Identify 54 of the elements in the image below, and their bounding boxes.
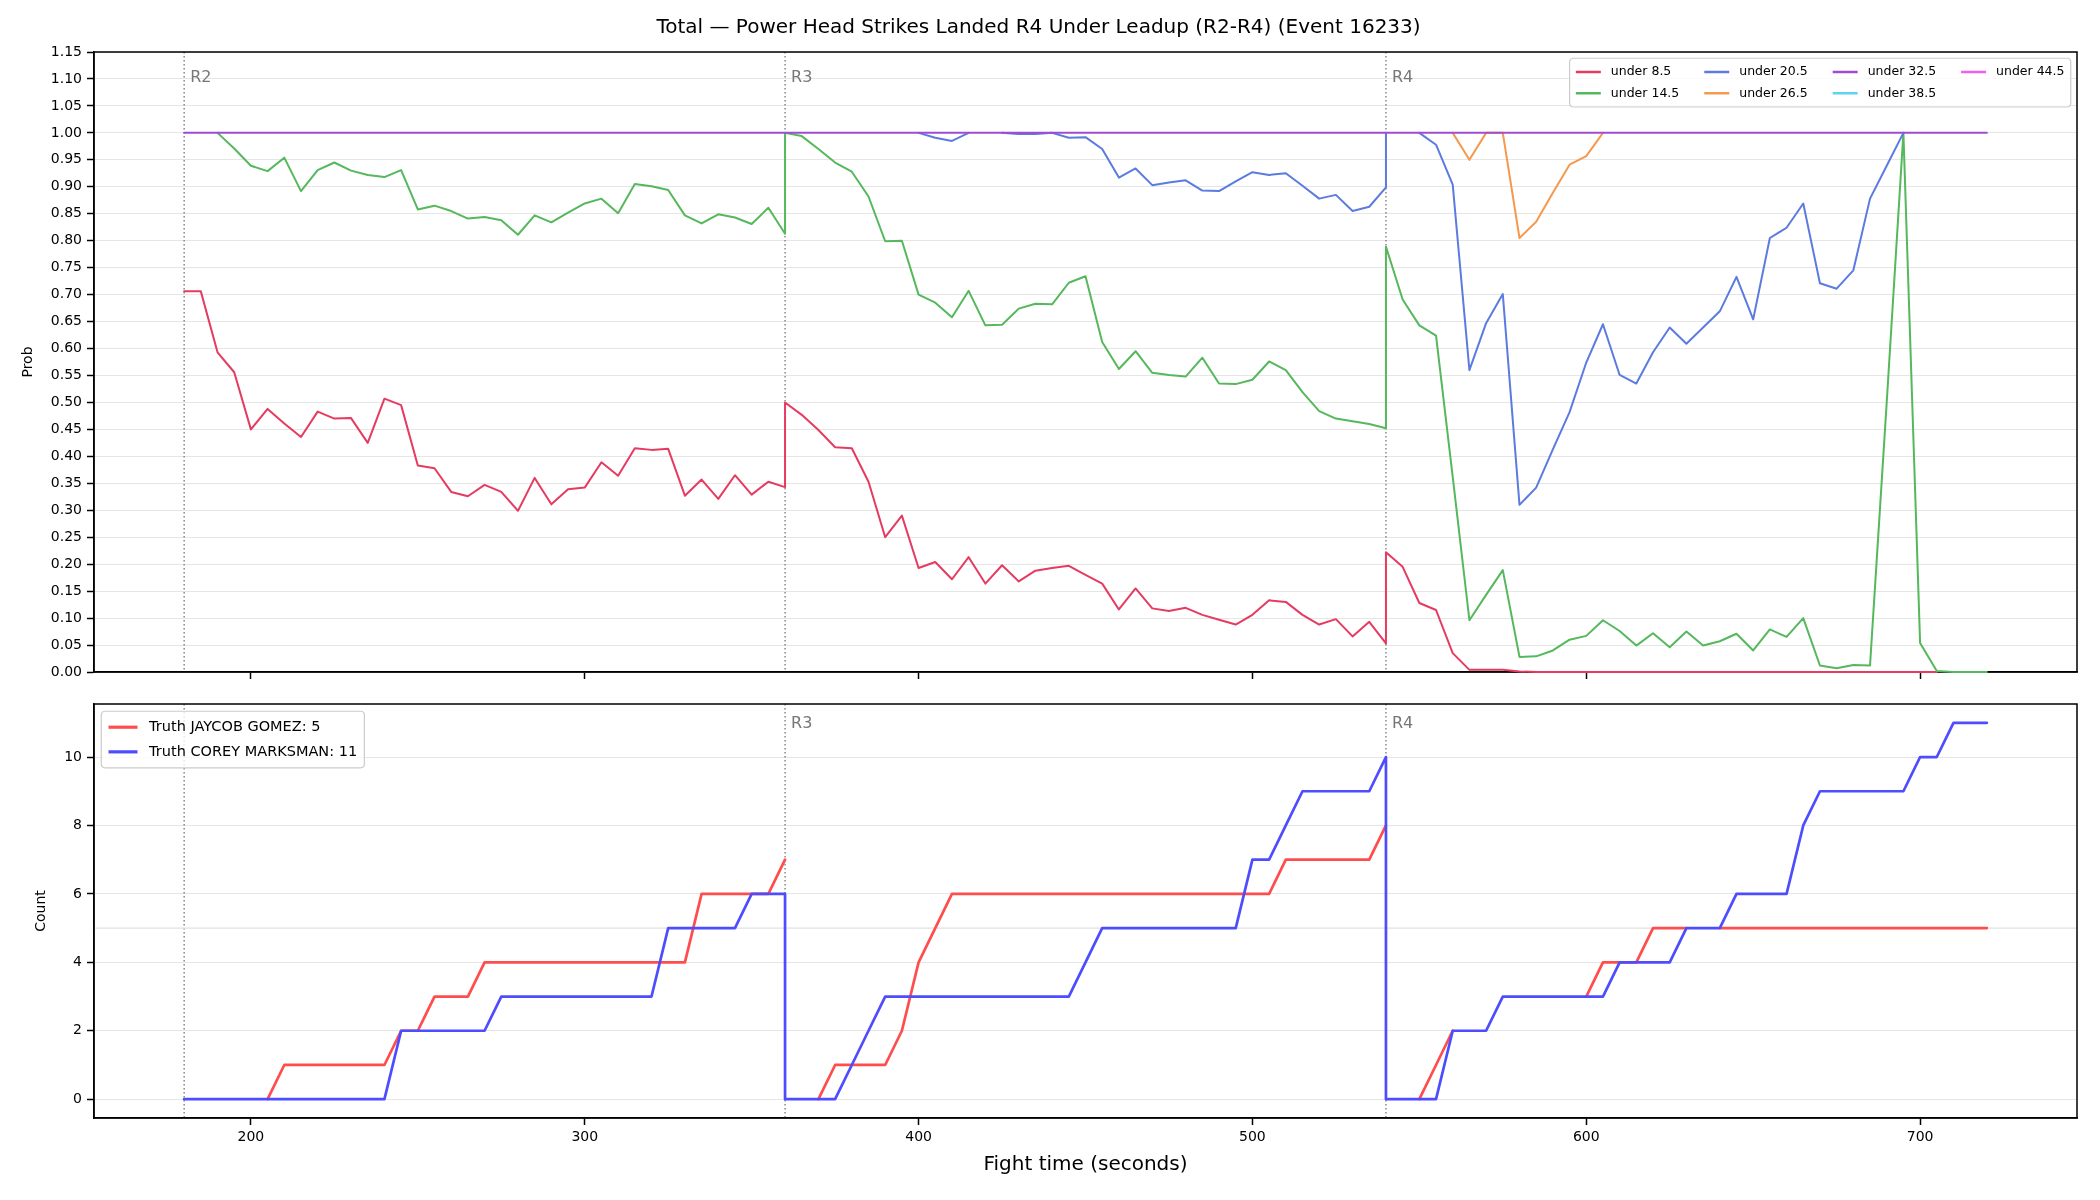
y-tick-label: 10 — [64, 747, 82, 764]
legend-label: Truth COREY MARKSMAN: 11 — [148, 742, 358, 759]
ref-line-label: R3 — [791, 67, 813, 87]
legend-label: under 26.5 — [1739, 84, 1808, 100]
y-tick-label: 0.60 — [50, 339, 82, 356]
y-tick-label: 0.40 — [50, 446, 82, 463]
legend-label: under 14.5 — [1610, 84, 1680, 100]
y-axis-title: Prob — [19, 346, 36, 378]
y-tick-label: 0.90 — [50, 177, 82, 194]
x-tick-label: 600 — [1572, 1128, 1600, 1145]
y-tick-label: 6 — [73, 884, 83, 901]
y-tick-label: 0 — [73, 1089, 82, 1106]
ref-line-label: R4 — [1391, 713, 1414, 733]
chart-title: Total — Power Head Strikes Landed R4 Under Leadup (R2-R4) (Event 16233) — [655, 14, 1421, 39]
y-tick-label: 1.00 — [50, 123, 82, 140]
legend-label: under 8.5 — [1610, 63, 1672, 79]
legend-label: Truth JAYCOB GOMEZ: 5 — [148, 717, 321, 734]
y-tick-label: 0.05 — [50, 635, 82, 652]
y-tick-label: 0.20 — [50, 554, 82, 571]
ref-line-label: R3 — [791, 713, 813, 733]
x-tick-label: 700 — [1906, 1128, 1934, 1145]
y-axis-title: Count — [32, 889, 49, 932]
y-tick-label: 0.45 — [50, 420, 82, 437]
legend-label: under 32.5 — [1867, 63, 1937, 79]
x-axis-title: Fight time (seconds) — [983, 1151, 1188, 1176]
y-tick-label: 0.55 — [50, 366, 82, 383]
x-tick-label: 200 — [237, 1128, 265, 1145]
y-tick-label: 1.10 — [50, 69, 82, 86]
y-tick-label: 0.25 — [50, 527, 82, 544]
ref-line-label: R4 — [1391, 67, 1414, 87]
y-tick-label: 0.10 — [50, 608, 82, 625]
y-tick-label: 0.00 — [50, 662, 82, 679]
legend-label: under 20.5 — [1739, 63, 1808, 79]
legend-label: under 38.5 — [1867, 84, 1937, 100]
y-tick-label: 0.80 — [50, 231, 82, 248]
y-tick-label: 2 — [73, 1021, 82, 1038]
y-tick-label: 0.15 — [50, 581, 82, 598]
y-tick-label: 0.30 — [50, 500, 82, 517]
y-tick-label: 0.95 — [50, 150, 82, 167]
y-tick-label: 8 — [73, 816, 82, 833]
x-tick-label: 400 — [905, 1128, 932, 1145]
y-tick-label: 0.35 — [50, 473, 82, 490]
y-tick-label: 0.75 — [50, 258, 82, 275]
y-tick-label: 4 — [73, 952, 83, 969]
y-tick-label: 1.15 — [50, 42, 82, 59]
legend-label: under 44.5 — [1996, 63, 2065, 79]
y-tick-label: 1.05 — [50, 96, 82, 113]
x-tick-label: 500 — [1239, 1128, 1266, 1145]
y-tick-label: 0.50 — [50, 393, 82, 410]
y-tick-label: 0.85 — [50, 204, 82, 221]
x-tick-label: 300 — [571, 1128, 599, 1145]
y-tick-label: 0.70 — [50, 285, 82, 302]
y-tick-label: 0.65 — [50, 312, 82, 329]
ref-line-label: R2 — [190, 67, 212, 87]
